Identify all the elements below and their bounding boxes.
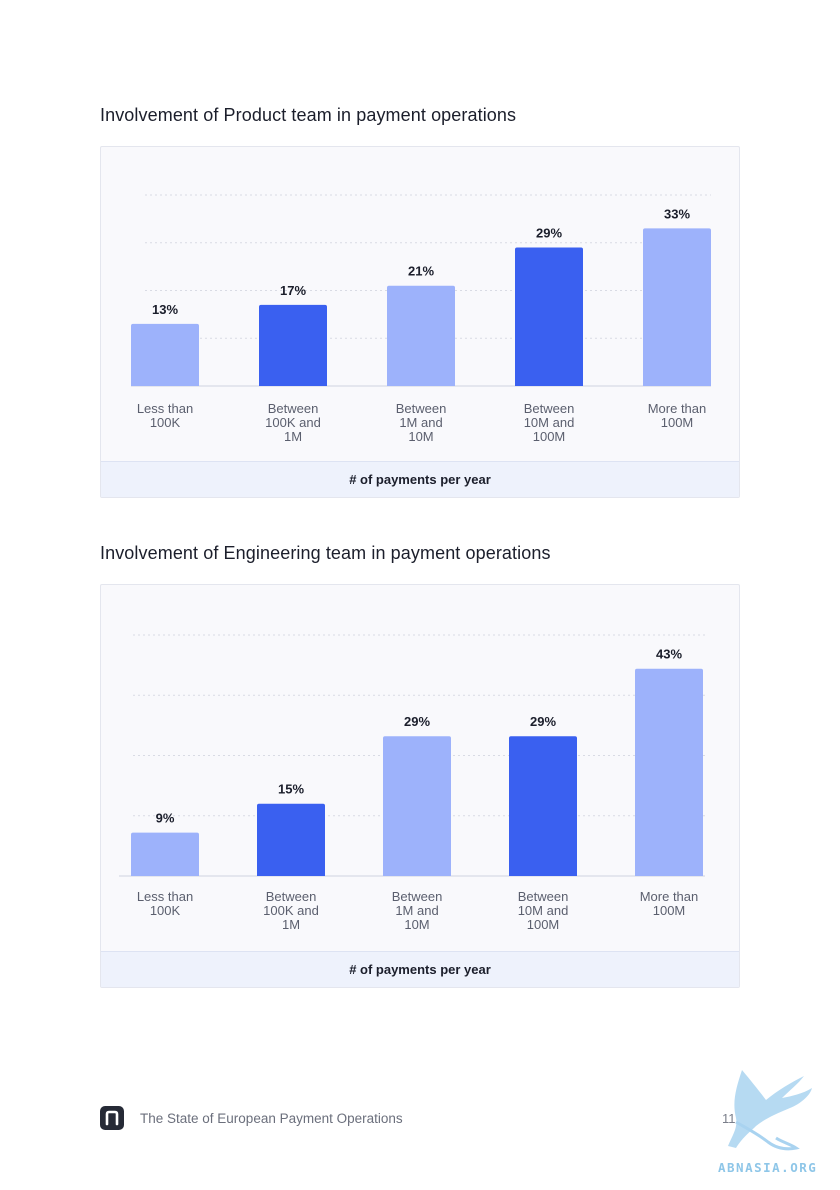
category-label: Between 100K and 1M: [263, 889, 319, 932]
bar: [509, 736, 577, 876]
data-label: 9%: [156, 811, 175, 826]
data-label: 21%: [408, 264, 434, 279]
category-label: Between 10M and 100M: [523, 401, 575, 444]
bar: [635, 668, 703, 876]
data-label: 15%: [278, 782, 304, 797]
data-label: 29%: [536, 226, 562, 241]
data-label: 43%: [656, 647, 682, 662]
bar: [259, 304, 327, 386]
watermark-text: ABNASIA.ORG: [718, 1160, 818, 1175]
data-label: 33%: [664, 206, 690, 221]
chart-title: Involvement of Engineering team in payme…: [100, 543, 551, 563]
chart-title: Involvement of Product team in payment o…: [100, 105, 517, 125]
category-label: More than 100M: [639, 889, 699, 918]
bar: [515, 247, 583, 386]
category-label: Between 10M and 100M: [517, 889, 569, 932]
bar: [383, 736, 451, 876]
x-axis-title: # of payments per year: [101, 461, 739, 497]
bar: [387, 285, 455, 386]
bar-chart-product: 13% 17% 21% 29% 33%: [131, 194, 711, 387]
document-title: The State of European Payment Operations: [140, 1111, 403, 1126]
category-label: More than 100M: [647, 401, 707, 430]
bar-chart-engineering: 9% 15% 29% 29% 43%: [119, 634, 705, 877]
bar: [257, 803, 325, 876]
category-label: Less than 100K: [136, 889, 194, 918]
data-label: 17%: [280, 283, 306, 298]
bar: [131, 323, 199, 386]
data-label: 29%: [404, 714, 430, 729]
bar: [643, 228, 711, 386]
bar: [131, 832, 199, 876]
page-number: 11: [722, 1111, 736, 1126]
x-axis-title: # of payments per year: [101, 951, 739, 987]
data-label: 29%: [530, 714, 556, 729]
category-label: Between 1M and 10M: [391, 889, 443, 932]
watermark-griffin-icon: [728, 1070, 812, 1151]
category-label: Less than 100K: [136, 401, 194, 430]
category-label: Between 1M and 10M: [395, 401, 447, 444]
category-label: Between 100K and 1M: [265, 401, 321, 444]
chart-card-engineering: 9% 15% 29% 29% 43% # of payments per year Le…: [100, 584, 740, 988]
chart-card-product: 13% 17% 21% 29% 33% # of payments per year L…: [100, 146, 740, 498]
brand-logo-icon: [100, 1106, 124, 1130]
data-label: 13%: [152, 302, 178, 317]
